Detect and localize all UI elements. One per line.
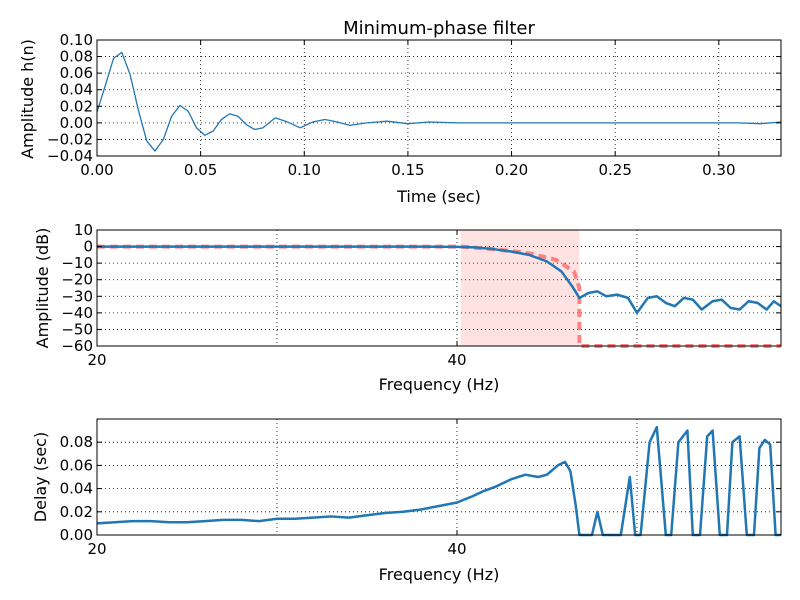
- grid: [97, 419, 781, 535]
- y-tick-label: 0.00: [60, 114, 93, 132]
- magnitude-response-panel: Frequency (Hz) Amplitude (dB) 20 40 −60−50…: [33, 221, 782, 394]
- y-tick-label: −60: [61, 337, 93, 355]
- grid: [97, 40, 781, 156]
- y-tick-label: −50: [61, 320, 93, 338]
- impulse-response-panel: Minimum-phase filter Time (sec) Amplitud…: [18, 18, 782, 206]
- y-tick-label: 0.02: [60, 97, 93, 115]
- group-delay-panel: Frequency (Hz) Delay (sec) 20 40 0.00 0.02 0…: [31, 418, 782, 584]
- y-tick-label: 0.04: [60, 81, 93, 99]
- x-tick-label: 40: [447, 351, 466, 369]
- y-tick-label: 0: [83, 238, 93, 256]
- plot-frame: [96, 229, 782, 347]
- x-tick-label: 0.15: [391, 161, 424, 179]
- chart-title: Minimum-phase filter: [343, 18, 535, 39]
- grid: [97, 230, 781, 346]
- x-axis-label: Frequency (Hz): [379, 565, 500, 584]
- y-tick-label: −20: [61, 271, 93, 289]
- y-tick-label: 0.06: [60, 456, 93, 474]
- y-tick-label: 0.10: [60, 31, 93, 49]
- y-axis-label: Amplitude h(n): [18, 39, 37, 159]
- y-tick-label: −40: [61, 304, 93, 322]
- y-tick-label: 0.00: [60, 526, 93, 544]
- x-axis-label: Frequency (Hz): [379, 375, 500, 394]
- x-axis-label: Time (sec): [396, 187, 481, 206]
- ideal-response-line: [97, 244, 781, 348]
- plot-frame: [96, 39, 782, 157]
- y-tick-label: −0.02: [47, 130, 93, 148]
- y-axis-label: Amplitude (dB): [33, 228, 52, 349]
- y-tick-label: 0.08: [60, 433, 93, 451]
- x-tick-label: 0.25: [598, 161, 631, 179]
- y-axis-label: Delay (sec): [31, 432, 50, 522]
- actual-response-line: [97, 245, 782, 315]
- x-tick-label: 0.05: [184, 161, 217, 179]
- y-tick-label: 10: [74, 221, 93, 239]
- x-tick-label: 0.20: [495, 161, 528, 179]
- y-tick-label: 0.06: [60, 64, 93, 82]
- y-tick-label: 0.02: [60, 503, 93, 521]
- x-tick-label: 0.30: [702, 161, 735, 179]
- x-tick-label: 20: [87, 351, 106, 369]
- y-tick-label: −10: [61, 254, 93, 272]
- x-tick-label: 0.10: [288, 161, 321, 179]
- y-tick-label: −30: [61, 287, 93, 305]
- x-tick-label: 0.00: [80, 161, 113, 179]
- x-tick-label: 40: [447, 540, 466, 558]
- x-tick-label: 20: [87, 540, 106, 558]
- y-tick-label: 0.04: [60, 480, 93, 498]
- y-tick-label: 0.08: [60, 48, 93, 66]
- plot-frame: [96, 418, 782, 536]
- series-line: [96, 425, 781, 537]
- y-tick-label: −0.04: [47, 147, 93, 165]
- series-line: [96, 51, 782, 152]
